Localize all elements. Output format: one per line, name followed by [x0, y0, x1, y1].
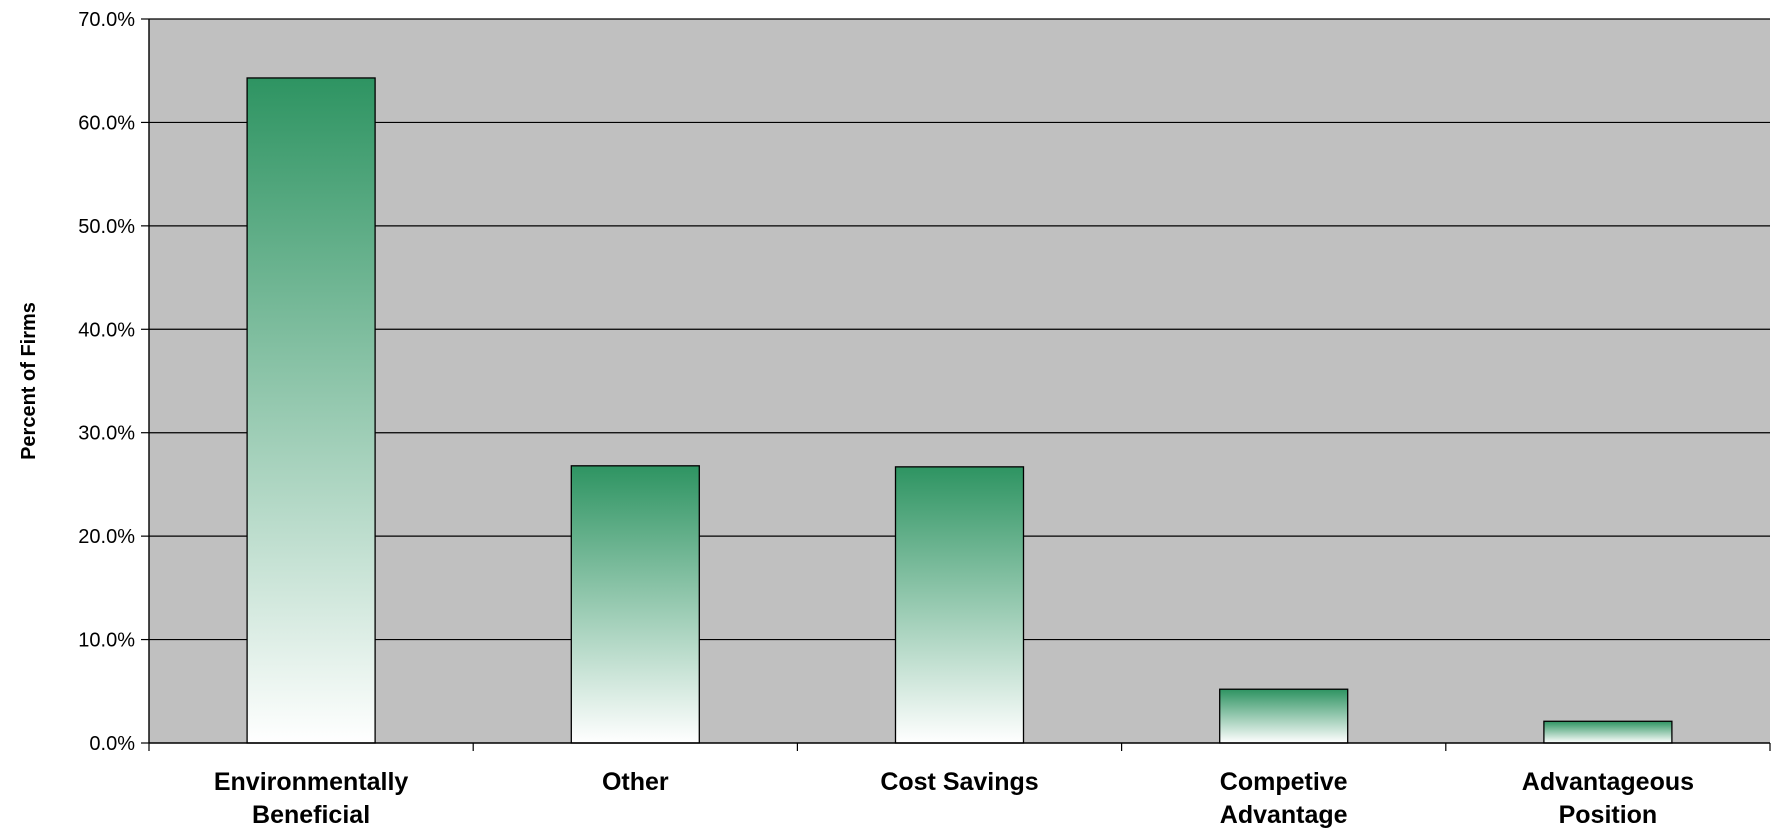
- y-tick-label: 10.0%: [78, 630, 135, 652]
- x-category-label: Advantageous Position: [1522, 768, 1694, 829]
- bar: [570, 465, 700, 744]
- y-tick-label: 70.0%: [78, 9, 135, 31]
- y-tick-label: 40.0%: [78, 319, 135, 341]
- y-axis-title: Percent of Firms: [18, 302, 40, 460]
- y-tick-label: 60.0%: [78, 112, 135, 134]
- x-category-label: Cost Savings: [880, 768, 1038, 796]
- y-tick-label: 20.0%: [78, 526, 135, 548]
- x-category-label: Environmentally Beneficial: [214, 768, 409, 829]
- bar: [1219, 688, 1349, 744]
- y-tick-label: 30.0%: [78, 423, 135, 445]
- x-category-label: Competive Advantage: [1220, 768, 1348, 829]
- y-tick-label: 0.0%: [89, 733, 135, 755]
- bar: [246, 77, 376, 744]
- bar: [1543, 720, 1673, 744]
- bar: [894, 466, 1025, 744]
- y-tick-label: 50.0%: [78, 216, 135, 238]
- x-category-label: Other: [602, 768, 669, 796]
